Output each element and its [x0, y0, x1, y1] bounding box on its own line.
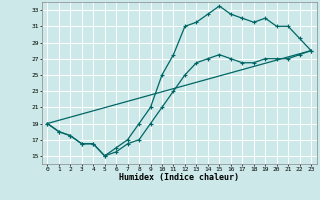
X-axis label: Humidex (Indice chaleur): Humidex (Indice chaleur): [119, 173, 239, 182]
